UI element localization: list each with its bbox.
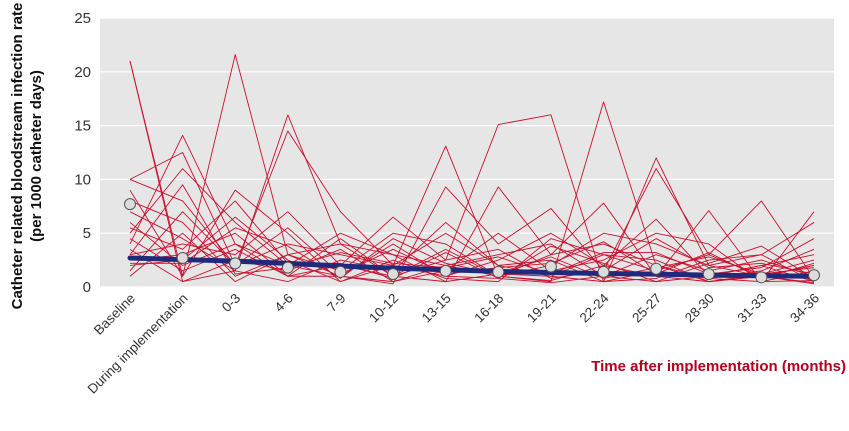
mean-point (597, 265, 610, 278)
mean-point (544, 260, 557, 273)
hospital-line (129, 238, 815, 279)
x-tick-label: 31-33 (734, 291, 769, 326)
mean-point (176, 251, 189, 264)
mean-point (334, 265, 347, 278)
x-tick-label: Baseline (91, 291, 138, 338)
x-tick-label: 22-24 (577, 290, 612, 325)
mean-point (281, 261, 294, 274)
hospital-line (129, 168, 815, 285)
mean-point (387, 268, 400, 281)
x-tick-label: 34-36 (787, 291, 822, 326)
x-tick-label: 16-18 (471, 291, 506, 326)
mean-point (650, 262, 663, 275)
mean-point (702, 268, 715, 281)
y-tick-label: 5 (83, 225, 91, 242)
x-axis-label: Time after implementation (months) (591, 358, 846, 375)
hospital-line (129, 101, 815, 283)
y-axis-label-line2: (per 1000 catheter days) (28, 70, 45, 242)
y-tick-labels: 0 5 10 15 20 25 (74, 10, 91, 296)
trend-line-group (127, 255, 817, 279)
mean-point (808, 269, 820, 282)
gridlines (100, 17, 834, 288)
x-tick-label: 0-3 (219, 291, 243, 315)
mean-point (492, 265, 505, 278)
hospital-line (129, 184, 815, 275)
x-tick-label: 10-12 (366, 291, 401, 326)
mean-point (439, 264, 452, 277)
hospital-line (129, 200, 815, 283)
mean-point (229, 257, 242, 270)
hospital-line (129, 216, 815, 283)
x-tick-label: 25-27 (629, 291, 664, 326)
mean-point (755, 271, 768, 284)
x-tick-label: 4-6 (272, 291, 296, 315)
hospital-line (129, 114, 815, 285)
x-tick-label: 13-15 (419, 291, 454, 326)
mean-markers (124, 198, 820, 284)
x-tick-label: 28-30 (682, 291, 717, 326)
x-tick-label: 7-9 (324, 291, 348, 315)
trend-line (127, 255, 817, 279)
x-tick-label: During implementation (85, 291, 191, 397)
x-tick-label: 19-21 (524, 291, 559, 326)
y-tick-label: 10 (74, 171, 91, 188)
y-tick-label: 0 (83, 279, 91, 296)
y-tick-label: 25 (74, 10, 91, 27)
y-tick-label: 20 (74, 64, 91, 81)
mean-point (124, 198, 136, 211)
plot-background (100, 18, 834, 287)
y-tick-label: 15 (74, 118, 91, 135)
y-axis-label-line1: Catheter related bloodstream infection r… (9, 3, 26, 310)
